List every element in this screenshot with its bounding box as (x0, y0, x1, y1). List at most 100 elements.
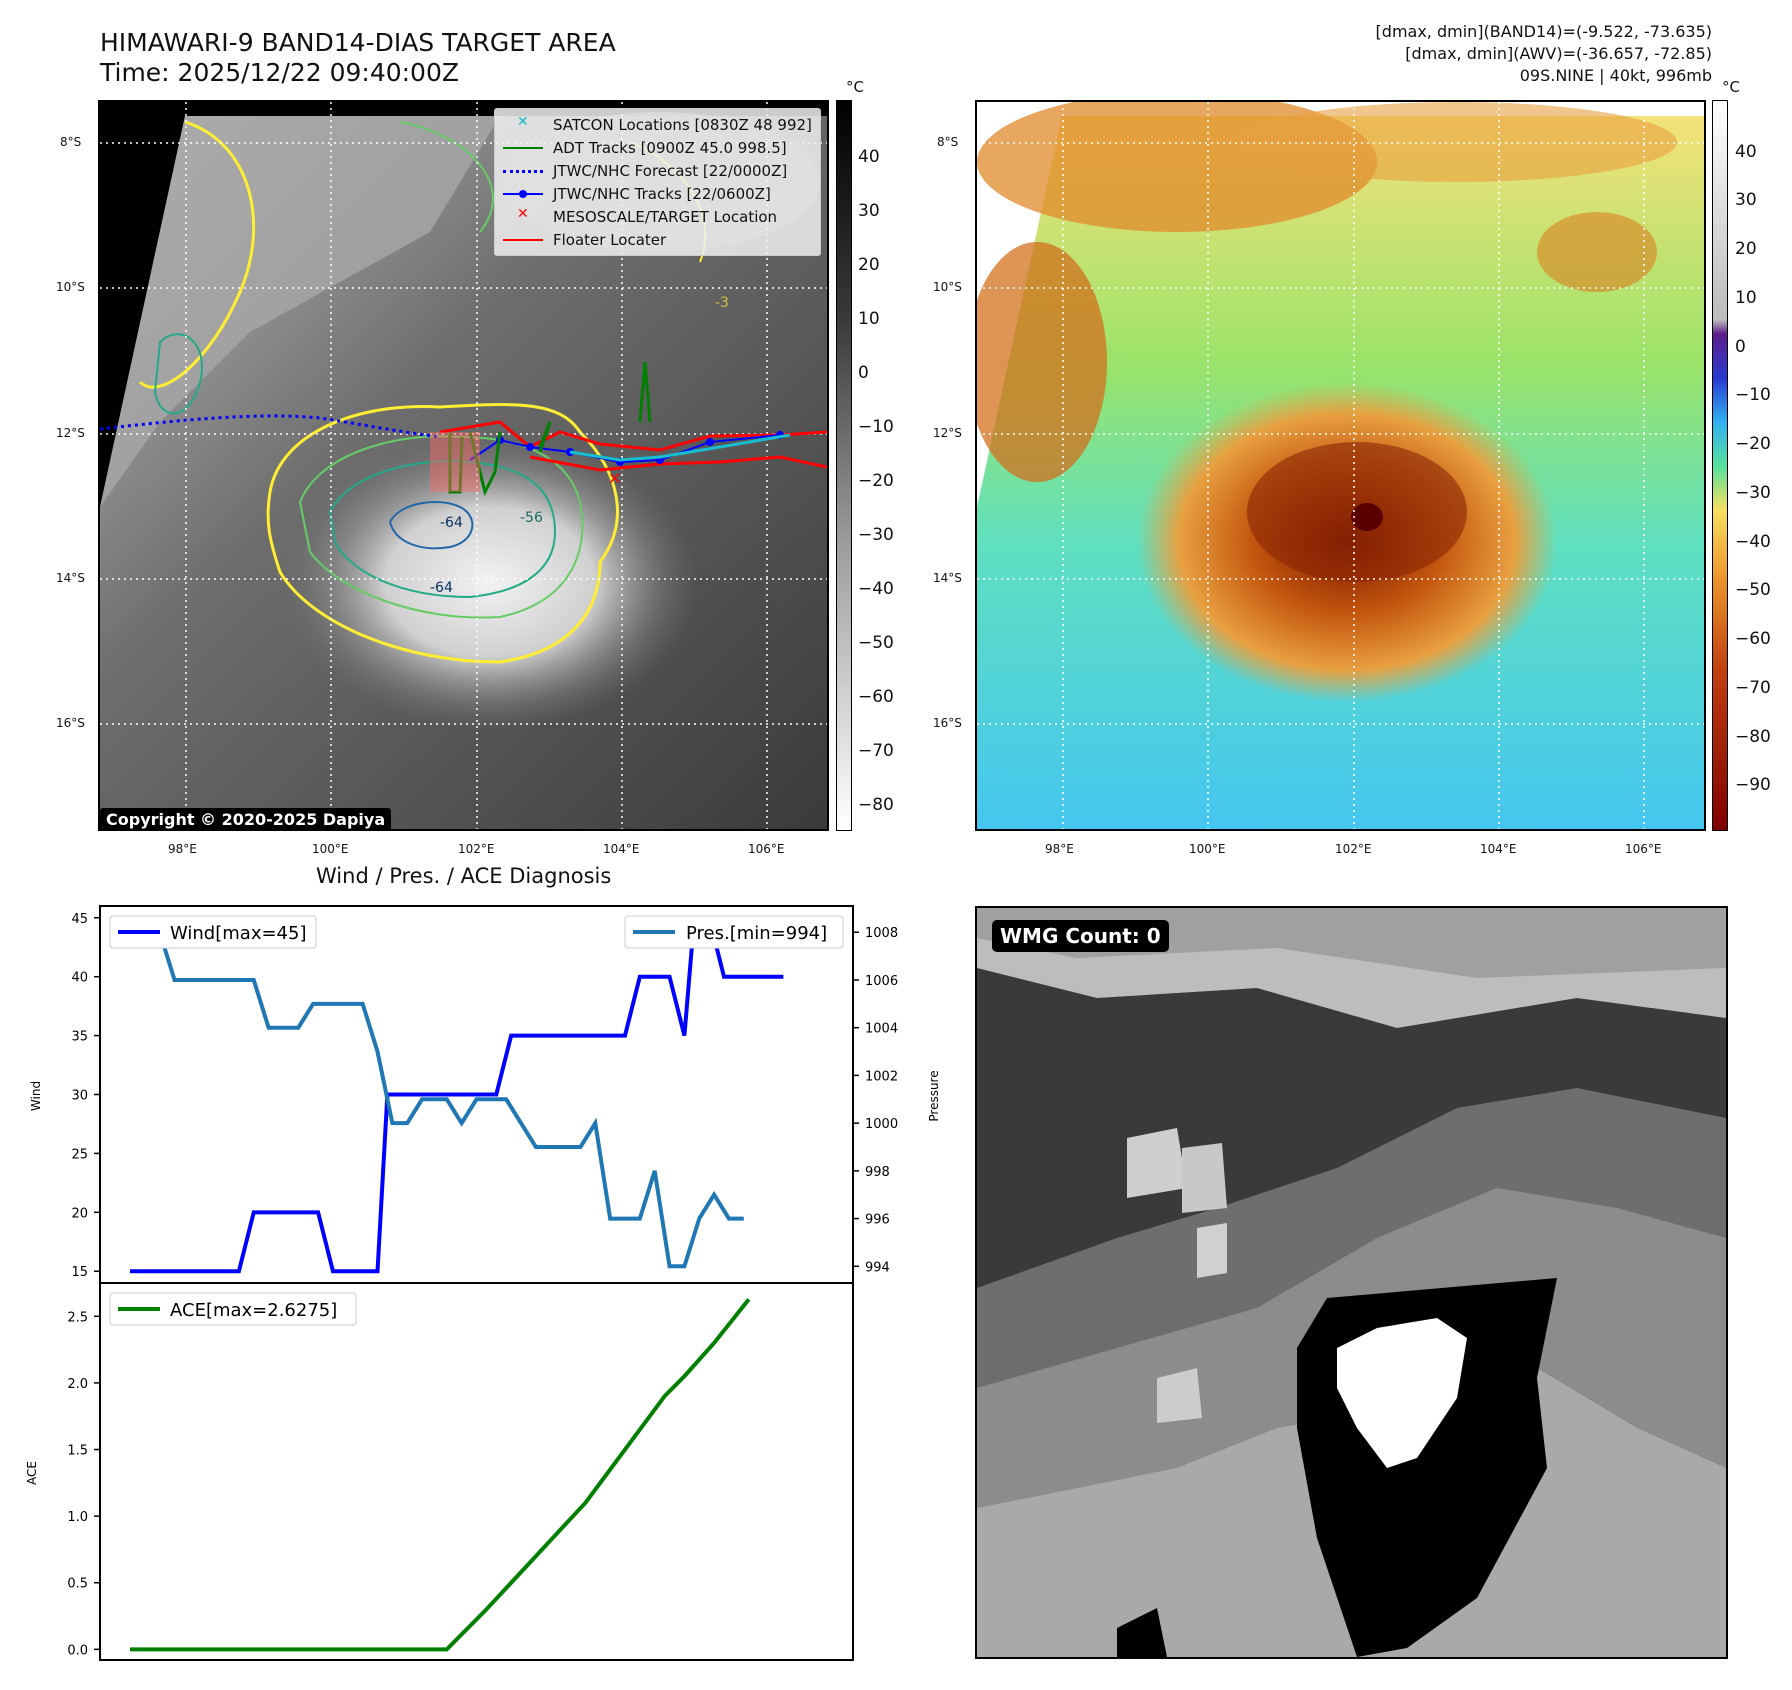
target-x-icon: ✕ (608, 469, 621, 488)
colorbar-tick: 10 (1735, 288, 1757, 308)
map-time: Time: 2025/12/22 09:40:00Z (100, 58, 459, 87)
pressure-series-line (130, 930, 744, 1269)
solid-line-icon (503, 233, 543, 247)
y-tick-label: 1.0 (67, 1510, 88, 1525)
colorbar-tick: −10 (1735, 385, 1771, 405)
lat-label: 16°S (933, 716, 962, 730)
colorbar-tick: 20 (1735, 239, 1757, 259)
y-tick-label: 1008 (865, 926, 898, 941)
contour-label: -64 (440, 515, 463, 531)
y-tick-label: 0.0 (67, 1643, 88, 1658)
y-tick-label: 994 (865, 1260, 890, 1275)
legend-item-floater: Floater Locater (503, 228, 812, 251)
dotted-line-icon (503, 164, 543, 178)
pressure-legend (624, 915, 844, 949)
wind-y-ticks: 15 20 25 30 35 40 45 (71, 912, 100, 1280)
y-tick-label: 25 (71, 1147, 88, 1162)
legend-item-jtwc-tracks: JTWC/NHC Tracks [22/0600Z] (503, 182, 812, 205)
band14-range-text: [dmax, dmin](BAND14)=(-9.522, -73.635) (1375, 22, 1712, 41)
ir-colorbar (836, 100, 852, 831)
diagnosis-title: Wind / Pres. / ACE Diagnosis (316, 864, 612, 888)
colorbar-tick: −30 (1735, 483, 1771, 503)
colorbar-tick: 30 (1735, 190, 1757, 210)
wmg-image (977, 908, 1726, 1657)
colorbar-tick: −80 (1735, 727, 1771, 747)
wind-series-line (130, 915, 784, 1274)
ace-legend (109, 1292, 357, 1326)
lat-label: 8°S (60, 135, 82, 149)
lat-label: 8°S (937, 135, 959, 149)
colorbar-tick: −70 (1735, 678, 1771, 698)
lon-label: 102°E (1335, 842, 1372, 856)
pressure-y-ticks: 994 996 998 1000 1002 1004 1006 1008 (853, 926, 898, 1275)
colorbar-tick: −60 (858, 687, 894, 707)
lon-label: 100°E (312, 842, 349, 856)
colorbar-tick: −10 (858, 417, 894, 437)
wmg-panel (975, 906, 1728, 1659)
color-colorbar (1712, 100, 1728, 831)
colorbar-tick: 20 (858, 255, 880, 275)
colorbar-tick: −40 (858, 579, 894, 599)
storm-info-text: 09S.NINE | 40kt, 996mb (1519, 66, 1712, 85)
colorbar-tick: 40 (1735, 142, 1757, 162)
contour-label: -3 (715, 295, 729, 311)
y-tick-label: 2.0 (67, 1377, 88, 1392)
colorbar-tick: −20 (1735, 434, 1771, 454)
lat-label: 10°S (56, 280, 85, 294)
ace-legend-label: ACE[max=2.6275] (170, 1300, 337, 1321)
colorbar-tick: −40 (1735, 532, 1771, 552)
lat-label: 12°S (933, 426, 962, 440)
y-tick-label: 1002 (865, 1069, 898, 1084)
y-tick-label: 20 (71, 1206, 88, 1221)
y-tick-label: 1006 (865, 974, 898, 989)
colorbar-tick: −30 (858, 525, 894, 545)
y-tick-label: 998 (865, 1165, 890, 1180)
color-ir-map-image (977, 102, 1704, 829)
colorbar-tick: −70 (858, 741, 894, 761)
lon-label: 104°E (603, 842, 640, 856)
contour-label: -56 (520, 510, 543, 526)
colorbar-unit: °C (846, 78, 864, 96)
ace-axis-label: ACE (25, 1461, 39, 1485)
awv-range-text: [dmax, dmin](AWV)=(-36.657, -72.85) (1405, 44, 1712, 63)
lon-label: 98°E (1045, 842, 1074, 856)
copyright-badge: Copyright © 2020-2025 Dapiya (100, 808, 392, 831)
contour-label: -64 (430, 580, 453, 596)
lon-label: 98°E (168, 842, 197, 856)
pressure-axis-label: Pressure (927, 1070, 941, 1121)
colorbar-tick: −50 (1735, 580, 1771, 600)
map-legend: ✕ SATCON Locations [0830Z 48 992] ADT Tr… (494, 108, 821, 256)
colorbar-tick: −80 (858, 795, 894, 815)
colorbar-unit: °C (1722, 78, 1740, 96)
y-tick-label: 45 (71, 912, 88, 927)
y-tick-label: 35 (71, 1030, 88, 1045)
colorbar-tick: 30 (858, 201, 880, 221)
lon-label: 104°E (1480, 842, 1517, 856)
y-tick-label: 1004 (865, 1022, 898, 1037)
ace-series-line (130, 1298, 751, 1652)
y-tick-label: 40 (71, 971, 88, 986)
lon-label: 106°E (748, 842, 785, 856)
colorbar-tick: 0 (1735, 337, 1746, 357)
dot-line-icon (503, 187, 543, 201)
lat-label: 14°S (56, 571, 85, 585)
legend-item-satcon: ✕ SATCON Locations [0830Z 48 992] (503, 113, 812, 136)
wind-legend (109, 915, 317, 949)
color-ir-map-panel (975, 100, 1706, 831)
colorbar-tick: −50 (858, 633, 894, 653)
lat-label: 10°S (933, 280, 962, 294)
colorbar-tick: −60 (1735, 629, 1771, 649)
y-tick-label: 2.5 (67, 1310, 88, 1325)
y-tick-label: 1000 (865, 1117, 898, 1132)
ace-chart-frame (99, 1282, 854, 1661)
legend-item-adt: ADT Tracks [0900Z 45.0 998.5] (503, 136, 812, 159)
lon-label: 106°E (1625, 842, 1662, 856)
legend-item-forecast: JTWC/NHC Forecast [22/0000Z] (503, 159, 812, 182)
wmg-count-badge: WMG Count: 0 (992, 920, 1169, 952)
lat-label: 12°S (56, 426, 85, 440)
lat-label: 14°S (933, 571, 962, 585)
lon-label: 100°E (1189, 842, 1226, 856)
solid-line-icon (503, 141, 543, 155)
y-tick-label: 1.5 (67, 1444, 88, 1459)
